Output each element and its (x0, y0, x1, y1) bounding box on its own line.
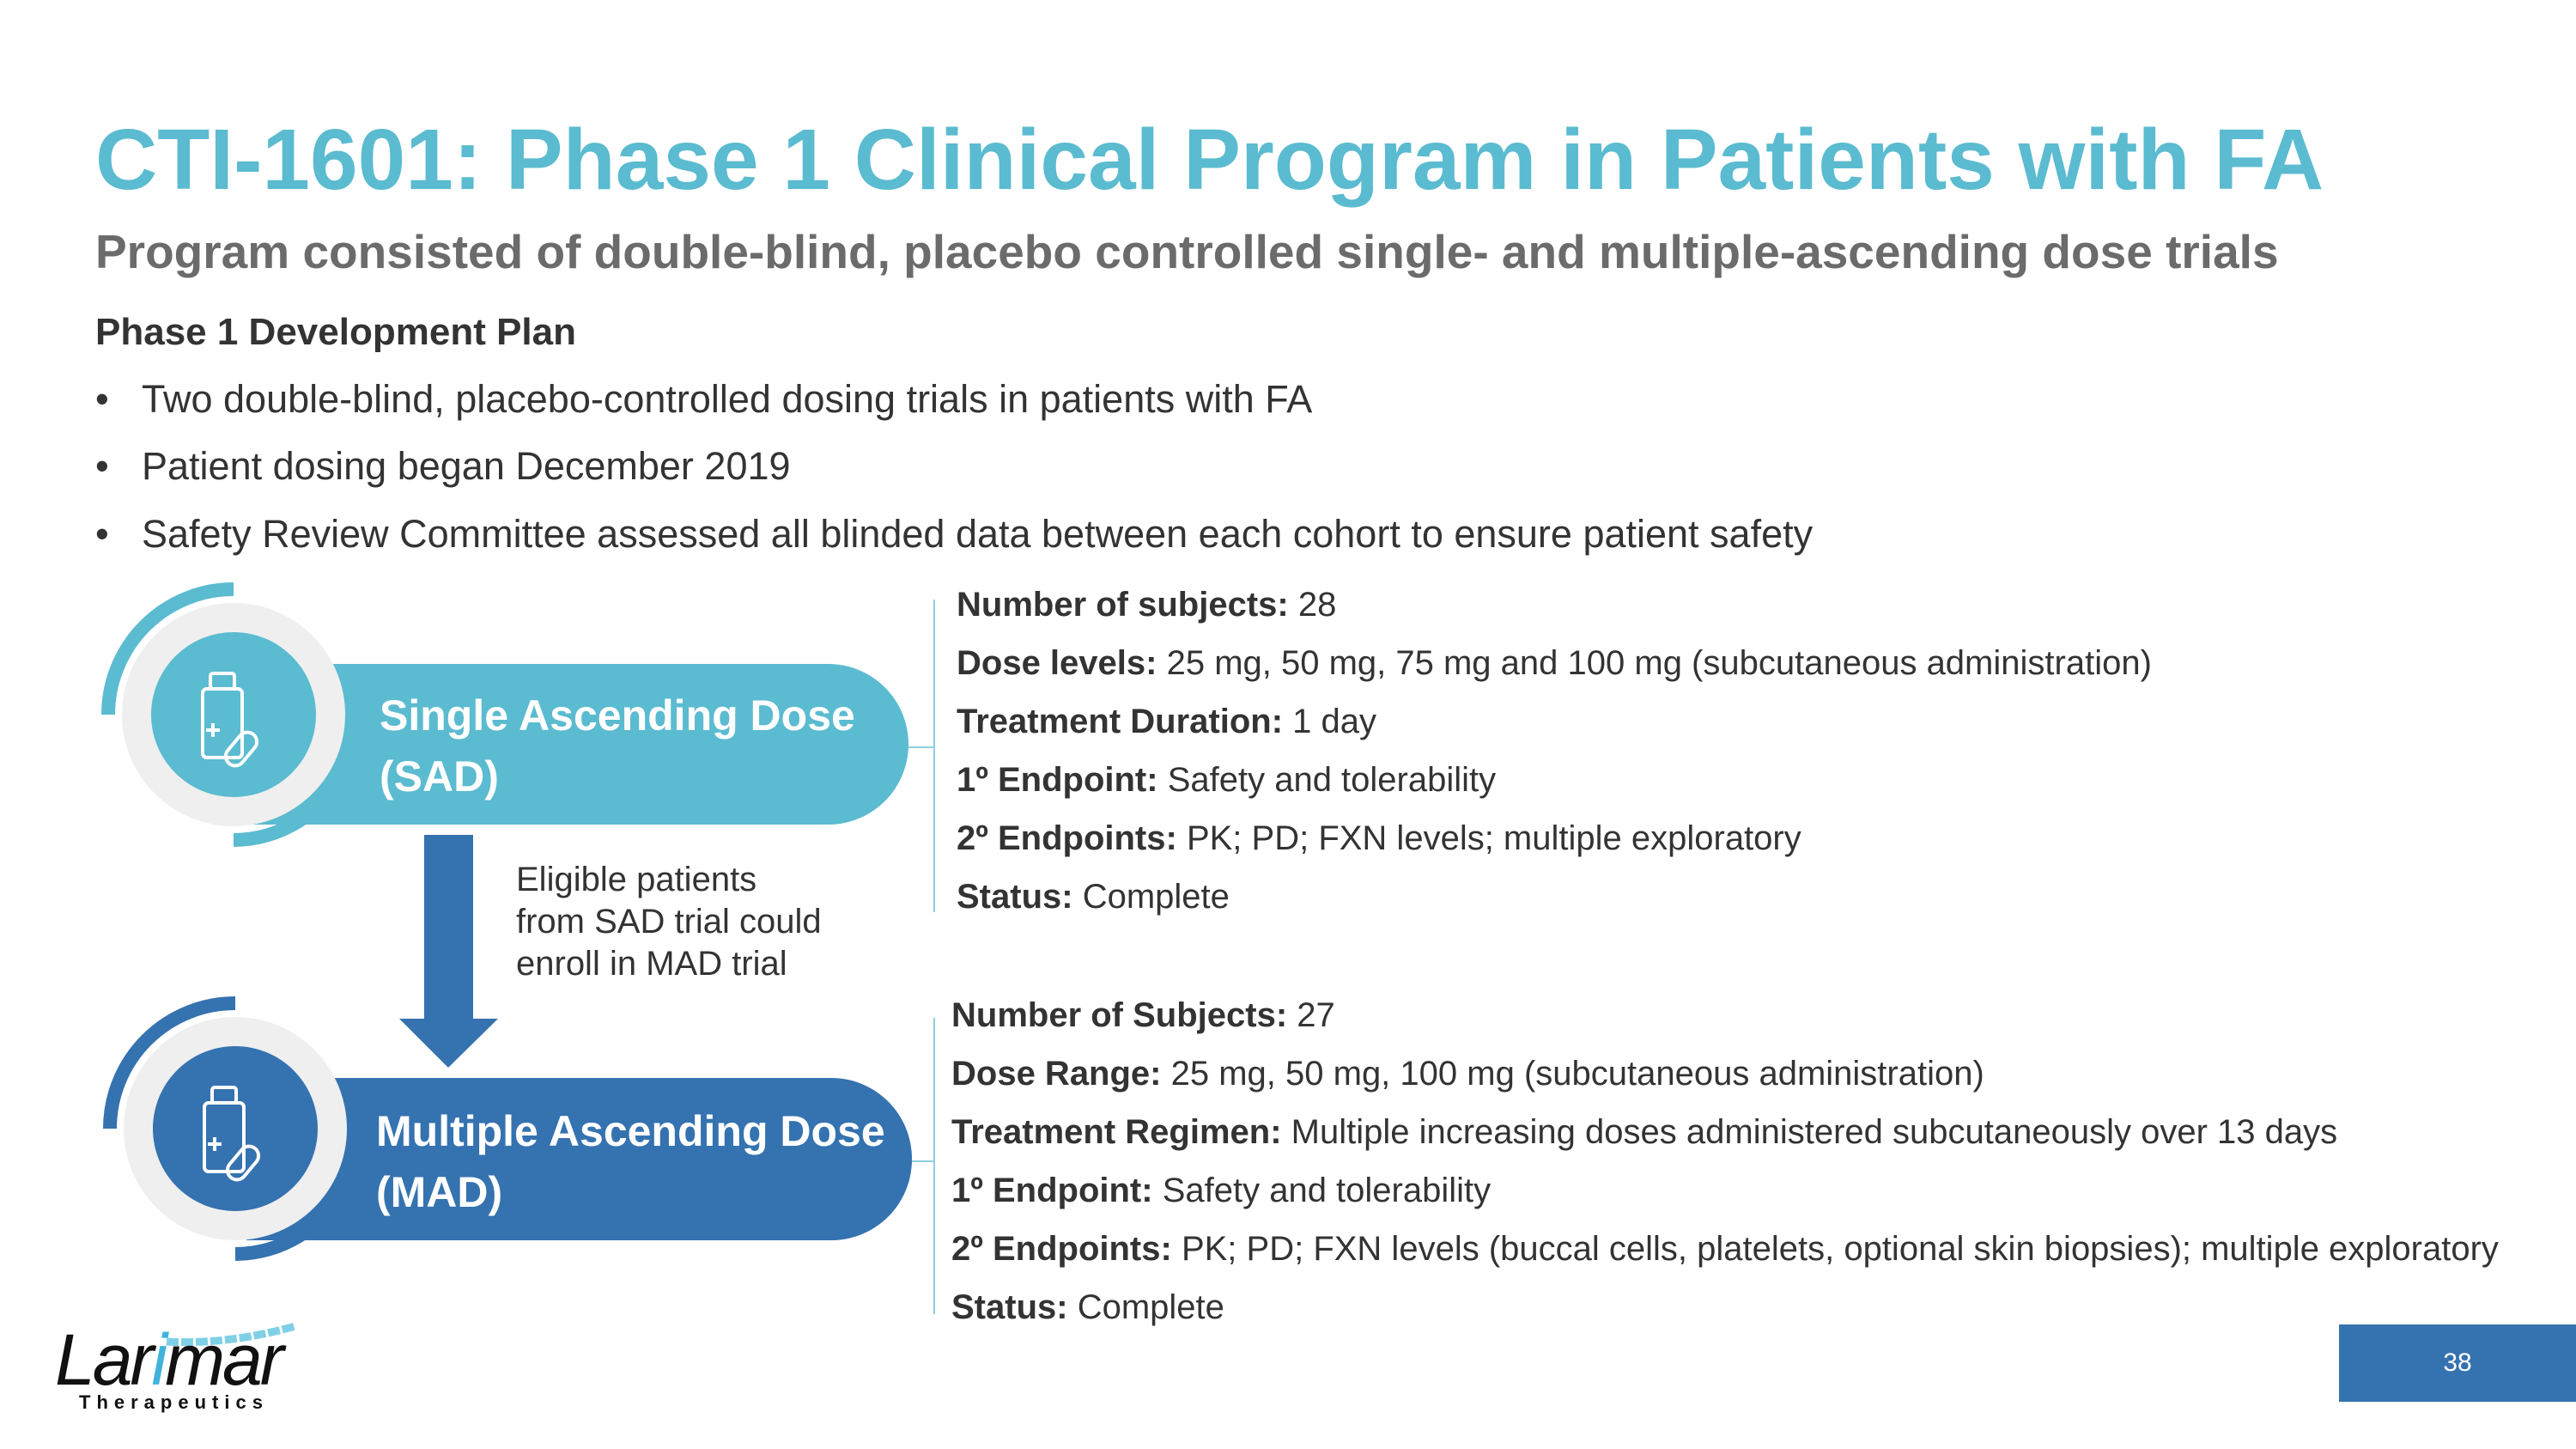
detail-value: Multiple increasing doses administered s… (1281, 1113, 2338, 1151)
page-number: 38 (2339, 1324, 2576, 1402)
detail-label: Status: (957, 878, 1073, 916)
transition-line: Eligible patients (516, 861, 757, 898)
mad-divider (933, 1018, 935, 1314)
detail-value: PK; PD; FXN levels (buccal cells, platel… (1171, 1230, 2499, 1268)
sad-icon-badge (101, 582, 350, 847)
mad-connector (912, 1160, 934, 1162)
bullet-text: Safety Review Committee assessed all bli… (142, 512, 1814, 556)
detail-label: 1º Endpoint: (957, 761, 1158, 799)
slide-subtitle: Program consisted of double-blind, place… (95, 225, 2279, 278)
slide-title: CTI-1601: Phase 1 Clinical Program in Pa… (95, 112, 2324, 208)
detail-value: 28 (1288, 586, 1337, 624)
bullet-text: Patient dosing began December 2019 (142, 444, 791, 488)
detail-row: Treatment Regimen: Multiple increasing d… (951, 1103, 2499, 1161)
detail-value: 27 (1287, 996, 1335, 1034)
bullet-item: • Patient dosing began December 2019 (95, 444, 791, 488)
medicine-bottle-pill-icon (201, 672, 259, 768)
mad-label-pill: Multiple Ascending Dose (MAD) (246, 1078, 912, 1240)
detail-value: Complete (1067, 1288, 1224, 1326)
detail-label: Dose Range: (951, 1055, 1162, 1093)
detail-row: Treatment Duration: 1 day (957, 692, 2152, 751)
detail-value: PK; PD; FXN levels; multiple exploratory (1176, 819, 1801, 857)
detail-value: Complete (1072, 878, 1230, 916)
detail-row: 1º Endpoint: Safety and tolerability (957, 751, 2152, 809)
detail-label: 1º Endpoint: (951, 1172, 1153, 1209)
sad-label-pill: Single Ascending Dose (SAD) (246, 664, 908, 825)
mad-abbrev: (MAD) (376, 1168, 503, 1216)
arrow-down-icon (399, 835, 498, 1068)
detail-label: Status: (951, 1288, 1068, 1326)
bullet-item: • Safety Review Committee assessed all bl… (95, 512, 1814, 556)
logo-swoosh-icon (166, 1323, 297, 1347)
sad-divider (933, 600, 935, 912)
logo-wordmark: Larimar (55, 1319, 284, 1400)
transition-line: enroll in MAD trial (516, 945, 787, 983)
mad-icon-badge (103, 996, 352, 1261)
mad-details: Number of Subjects: 27 Dose Range: 25 mg… (951, 986, 2499, 1336)
sad-abbrev: (SAD) (380, 752, 499, 801)
detail-row: Status: Complete (951, 1278, 2499, 1336)
larimar-logo: Larimar Therapeutics (55, 1314, 313, 1417)
sad-connector (908, 746, 934, 748)
transition-note: Eligible patients from SAD trial could e… (516, 859, 822, 985)
detail-row: Dose Range: 25 mg, 50 mg, 100 mg (subcut… (951, 1044, 2499, 1103)
detail-row: Number of subjects: 28 (957, 575, 2152, 634)
detail-label: 2º Endpoints: (951, 1230, 1172, 1268)
detail-value: Safety and tolerability (1152, 1172, 1492, 1209)
detail-row: 1º Endpoint: Safety and tolerability (951, 1161, 2499, 1220)
sad-details: Number of subjects: 28 Dose levels: 25 m… (957, 575, 2152, 926)
detail-row: Number of Subjects: 27 (951, 986, 2499, 1044)
detail-row: Status: Complete (957, 868, 2152, 926)
detail-label: Treatment Duration: (957, 703, 1284, 740)
detail-value: 1 day (1283, 703, 1377, 740)
detail-row: Dose levels: 25 mg, 50 mg, 75 mg and 100… (957, 634, 2152, 692)
detail-label: Treatment Regimen: (951, 1113, 1282, 1151)
sad-title: Single Ascending Dose (380, 691, 855, 740)
detail-row: 2º Endpoints: PK; PD; FXN levels; multip… (957, 809, 2152, 868)
detail-label: 2º Endpoints: (957, 819, 1177, 857)
detail-value: 25 mg, 50 mg, 75 mg and 100 mg (subcutan… (1157, 644, 2152, 682)
medicine-bottle-pill-icon (203, 1086, 261, 1182)
plan-heading: Phase 1 Development Plan (95, 311, 576, 353)
transition-line: from SAD trial could (516, 903, 822, 941)
mad-title: Multiple Ascending Dose (376, 1107, 885, 1155)
detail-label: Number of subjects: (957, 586, 1289, 624)
detail-row: 2º Endpoints: PK; PD; FXN levels (buccal… (951, 1220, 2499, 1278)
detail-label: Dose levels: (957, 644, 1157, 682)
bullet-item: • Two double-blind, placebo-controlled do… (95, 377, 1313, 421)
logo-tagline: Therapeutics (79, 1391, 269, 1413)
detail-label: Number of Subjects: (951, 996, 1288, 1034)
detail-value: Safety and tolerability (1157, 761, 1497, 799)
bullet-text: Two double-blind, placebo-controlled dos… (142, 377, 1313, 421)
detail-value: 25 mg, 50 mg, 100 mg (subcutaneous admin… (1161, 1055, 1984, 1093)
